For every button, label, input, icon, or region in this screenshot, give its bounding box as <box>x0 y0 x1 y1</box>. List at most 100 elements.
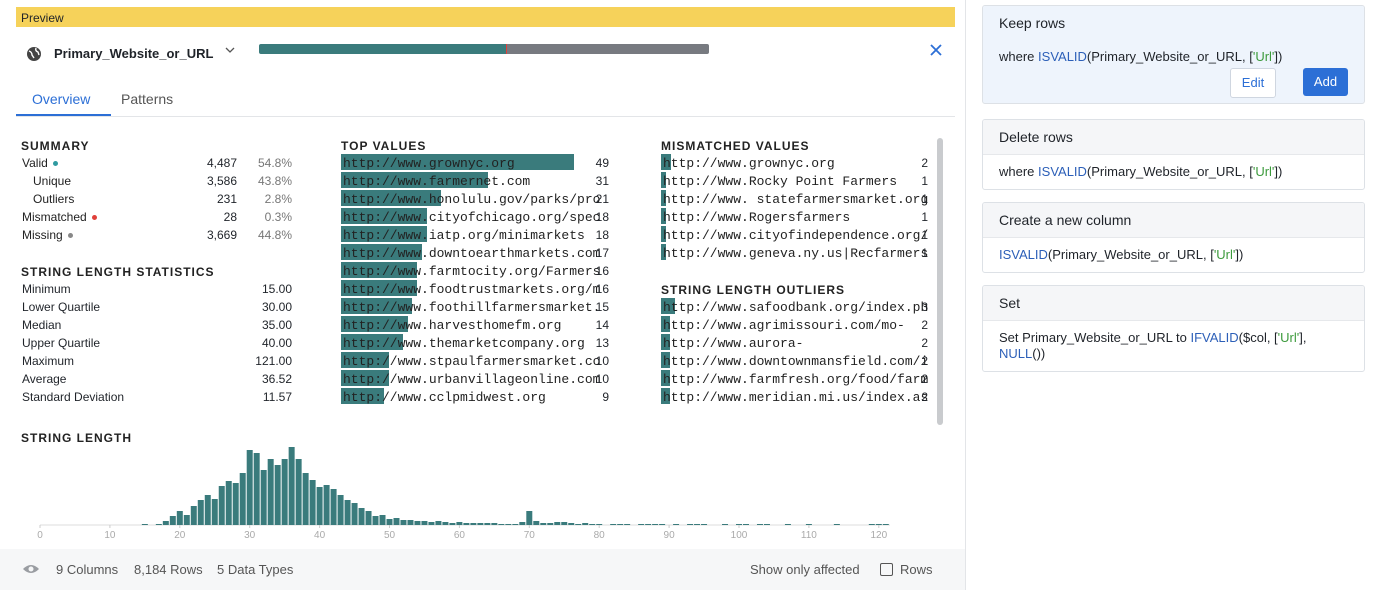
code-token: ]) <box>1274 164 1283 179</box>
histogram-bar <box>512 524 519 525</box>
mismatched-value-value: http://www.geneva.ny.us|Recfarmers <box>663 246 929 261</box>
tab-patterns[interactable]: Patterns <box>121 91 174 107</box>
mismatched-value-count: 1 <box>921 228 928 242</box>
top-value-bar <box>341 298 413 314</box>
mismatched-value-bar <box>661 208 666 224</box>
status-dot <box>92 215 97 220</box>
top-value-count: 13 <box>595 336 609 350</box>
mismatched-value-value: http://www.grownyc.org <box>663 156 835 171</box>
x-tick-label: 80 <box>594 530 606 541</box>
top-value-value: http://www.cclpmidwest.org <box>343 390 546 405</box>
histogram-bar <box>351 503 358 525</box>
x-tick-label: 50 <box>384 530 396 541</box>
histogram-bar <box>722 524 729 525</box>
histogram-bar <box>582 523 589 525</box>
outlier-value-count: 3 <box>921 300 928 314</box>
code-token: ]) <box>1235 247 1244 262</box>
preview-label: Preview <box>21 11 64 25</box>
histogram-bar <box>372 516 379 525</box>
top-value-bar <box>341 244 422 260</box>
columns-count: 9 Columns <box>56 562 119 577</box>
histogram-bar <box>435 521 442 525</box>
card-title: Keep rows <box>983 6 1364 40</box>
mismatched-value-count: 1 <box>921 192 928 206</box>
checkbox[interactable] <box>880 563 893 576</box>
section-title: STRING LENGTH <box>21 431 132 445</box>
histogram-bar <box>232 483 239 525</box>
types-count: 5 Data Types <box>217 562 294 577</box>
histogram-bar <box>763 524 770 525</box>
histogram-bar <box>449 523 456 525</box>
action-card[interactable]: Keep rows where ISVALID(Primary_Website_o… <box>982 5 1365 104</box>
stat-value: 40.00 <box>261 336 292 350</box>
code-token: Set <box>999 330 1023 345</box>
stat-value: 121.00 <box>255 354 292 368</box>
histogram-bar <box>176 511 183 525</box>
histogram-bar <box>687 524 694 525</box>
close-button[interactable] <box>929 43 943 57</box>
outlier-value-bar <box>661 316 671 332</box>
card-body: where ISVALID(Primary_Website_or_URL, ['… <box>983 40 1364 74</box>
summary-label: Valid <box>22 156 48 170</box>
histogram-bar <box>246 450 253 525</box>
outlier-value-count: 2 <box>921 354 928 368</box>
top-value-value: http://www.harvesthomefm.org <box>343 318 562 333</box>
code-token: 'Url' <box>1213 247 1236 262</box>
summary-percent: 2.8% <box>264 192 292 206</box>
action-card[interactable]: Delete rows where ISVALID(Primary_Website… <box>982 119 1365 190</box>
card-button[interactable]: Add <box>1303 68 1348 96</box>
histogram-bar <box>155 524 162 525</box>
panel-border <box>965 0 966 590</box>
x-tick-label: 100 <box>731 530 748 541</box>
action-card[interactable]: Create a new column ISVALID(Primary_Websi… <box>982 202 1365 273</box>
mismatched-value-value: http://www.cityofindependence.org/ <box>663 228 929 243</box>
code-token: ], <box>1299 330 1307 345</box>
histogram-bar <box>407 520 414 525</box>
status-dot <box>68 233 73 238</box>
histogram-bar <box>456 522 463 525</box>
histogram-bar <box>694 524 701 525</box>
histogram-bar <box>323 485 330 525</box>
tab-overview[interactable]: Overview <box>32 91 91 107</box>
mismatched-value-value: http://www.Rogersfarmers <box>663 210 851 225</box>
histogram-bar <box>673 524 680 525</box>
top-value-value: http://www.themarketcompany.org <box>343 336 585 351</box>
outlier-value-count: 2 <box>921 336 928 350</box>
code-token: 'Url' <box>1252 164 1275 179</box>
stat-label: Median <box>22 318 62 332</box>
x-tick-label: 110 <box>801 530 817 541</box>
code-token: ]) <box>1274 49 1283 64</box>
histogram-bar <box>547 523 554 525</box>
summary-count: 231 <box>216 192 237 206</box>
mismatched-value-value: http://www. statefarmersmarket.org <box>663 192 929 207</box>
histogram-bar <box>868 524 875 525</box>
action-card[interactable]: Set Set Primary_Website_or_URL to IFVALID… <box>982 285 1365 372</box>
histogram-bar <box>701 524 708 525</box>
histogram-bar <box>218 486 225 525</box>
histogram-bar <box>330 489 337 525</box>
histogram-bar <box>169 516 176 525</box>
stat-value: 11.57 <box>262 390 292 404</box>
outlier-value-bar <box>661 352 671 368</box>
eye-icon[interactable] <box>22 563 40 575</box>
summary-label: Mismatched <box>22 210 87 224</box>
histogram-bar <box>617 524 624 525</box>
column-name: Primary_Website_or_URL <box>54 46 214 61</box>
code-token: to <box>1176 330 1191 345</box>
dropdown-chevron[interactable] <box>224 45 236 55</box>
top-value-count: 16 <box>595 264 609 278</box>
card-title: Set <box>983 286 1364 321</box>
card-button[interactable]: Edit <box>1230 68 1276 98</box>
histogram-bar <box>183 515 190 525</box>
top-value-count: 18 <box>595 228 609 242</box>
scrollbar[interactable] <box>937 138 943 425</box>
histogram-bar <box>260 470 267 525</box>
histogram-bar <box>645 524 652 525</box>
top-value-bar <box>341 280 417 296</box>
summary-count: 3,586 <box>206 174 237 188</box>
top-value-count: 21 <box>595 192 609 206</box>
stat-label: Minimum <box>22 282 71 296</box>
stat-value: 36.52 <box>261 372 292 386</box>
histogram-bar <box>274 465 281 525</box>
top-value-value: http://www.downtoearthmarkets.com <box>343 246 601 261</box>
